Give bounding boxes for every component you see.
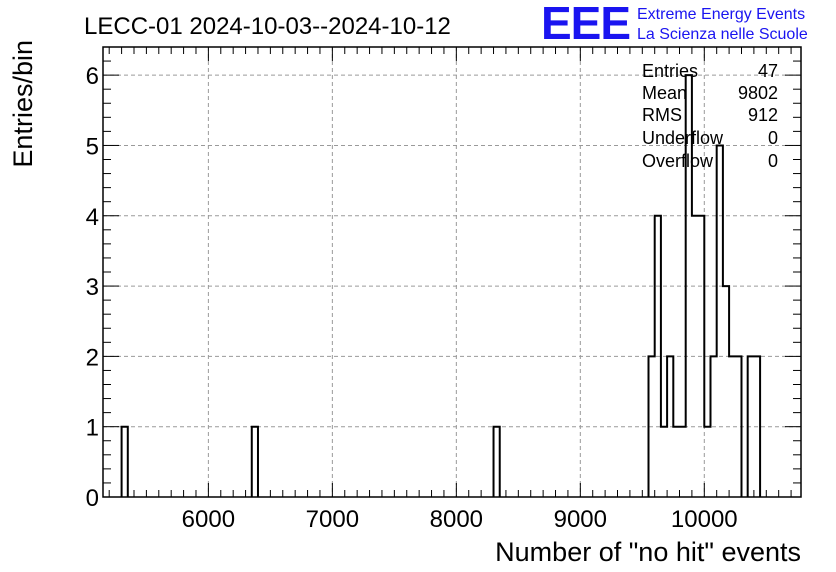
tick-labels: 6000 7000 8000 9000 10000 0 1 2 3 4 5 6 [86, 63, 738, 533]
stats-mean-label: Mean [642, 83, 687, 103]
y-tick-label: 1 [86, 415, 99, 442]
stats-entries-value: 47 [758, 61, 778, 81]
stats-underflow-label: Underflow [642, 128, 724, 148]
x-tick-label: 10000 [671, 506, 738, 533]
stats-overflow-label: Overflow [642, 151, 714, 171]
stats-rms-value: 912 [748, 105, 778, 125]
histogram-bin [680, 427, 686, 497]
stats-mean-value: 9802 [738, 83, 778, 103]
logo-line2: La Scienza nelle Scuole [637, 26, 808, 43]
histogram-bin [661, 427, 667, 497]
x-tick-label: 6000 [182, 506, 235, 533]
histogram-bin [704, 427, 710, 497]
y-tick-label: 2 [86, 344, 99, 371]
stats-rms-label: RMS [642, 105, 682, 125]
logo-line1: Extreme Energy Events [637, 6, 805, 23]
x-tick-label: 7000 [306, 506, 359, 533]
y-tick-label: 5 [86, 133, 99, 160]
y-tick-label: 6 [86, 63, 99, 90]
x-tick-label: 8000 [430, 506, 483, 533]
histogram-outline [120, 74, 762, 497]
stats-entries-label: Entries [642, 61, 698, 81]
eee-logo: EEE Extreme Energy Events La Scienza nel… [541, 0, 808, 49]
chart-title: LECC-01 2024-10-03--2024-10-12 [84, 13, 451, 40]
histogram-bin [673, 427, 679, 497]
grid-lines [103, 47, 801, 497]
axis-ticks [103, 46, 801, 498]
y-tick-label: 3 [86, 274, 99, 301]
stats-box: Entries 47 Mean 9802 RMS 912 Underflow 0… [642, 61, 778, 171]
stats-underflow-value: 0 [768, 128, 778, 148]
y-axis-label: Entries/bin [8, 40, 38, 168]
y-tick-label: 4 [86, 204, 99, 231]
x-axis-label: Number of "no hit" events [495, 537, 801, 567]
stats-overflow-value: 0 [768, 151, 778, 171]
y-tick-label: 0 [86, 485, 99, 512]
plot-frame [102, 46, 802, 498]
logo-mark: EEE [541, 0, 630, 49]
x-tick-label: 9000 [554, 506, 607, 533]
